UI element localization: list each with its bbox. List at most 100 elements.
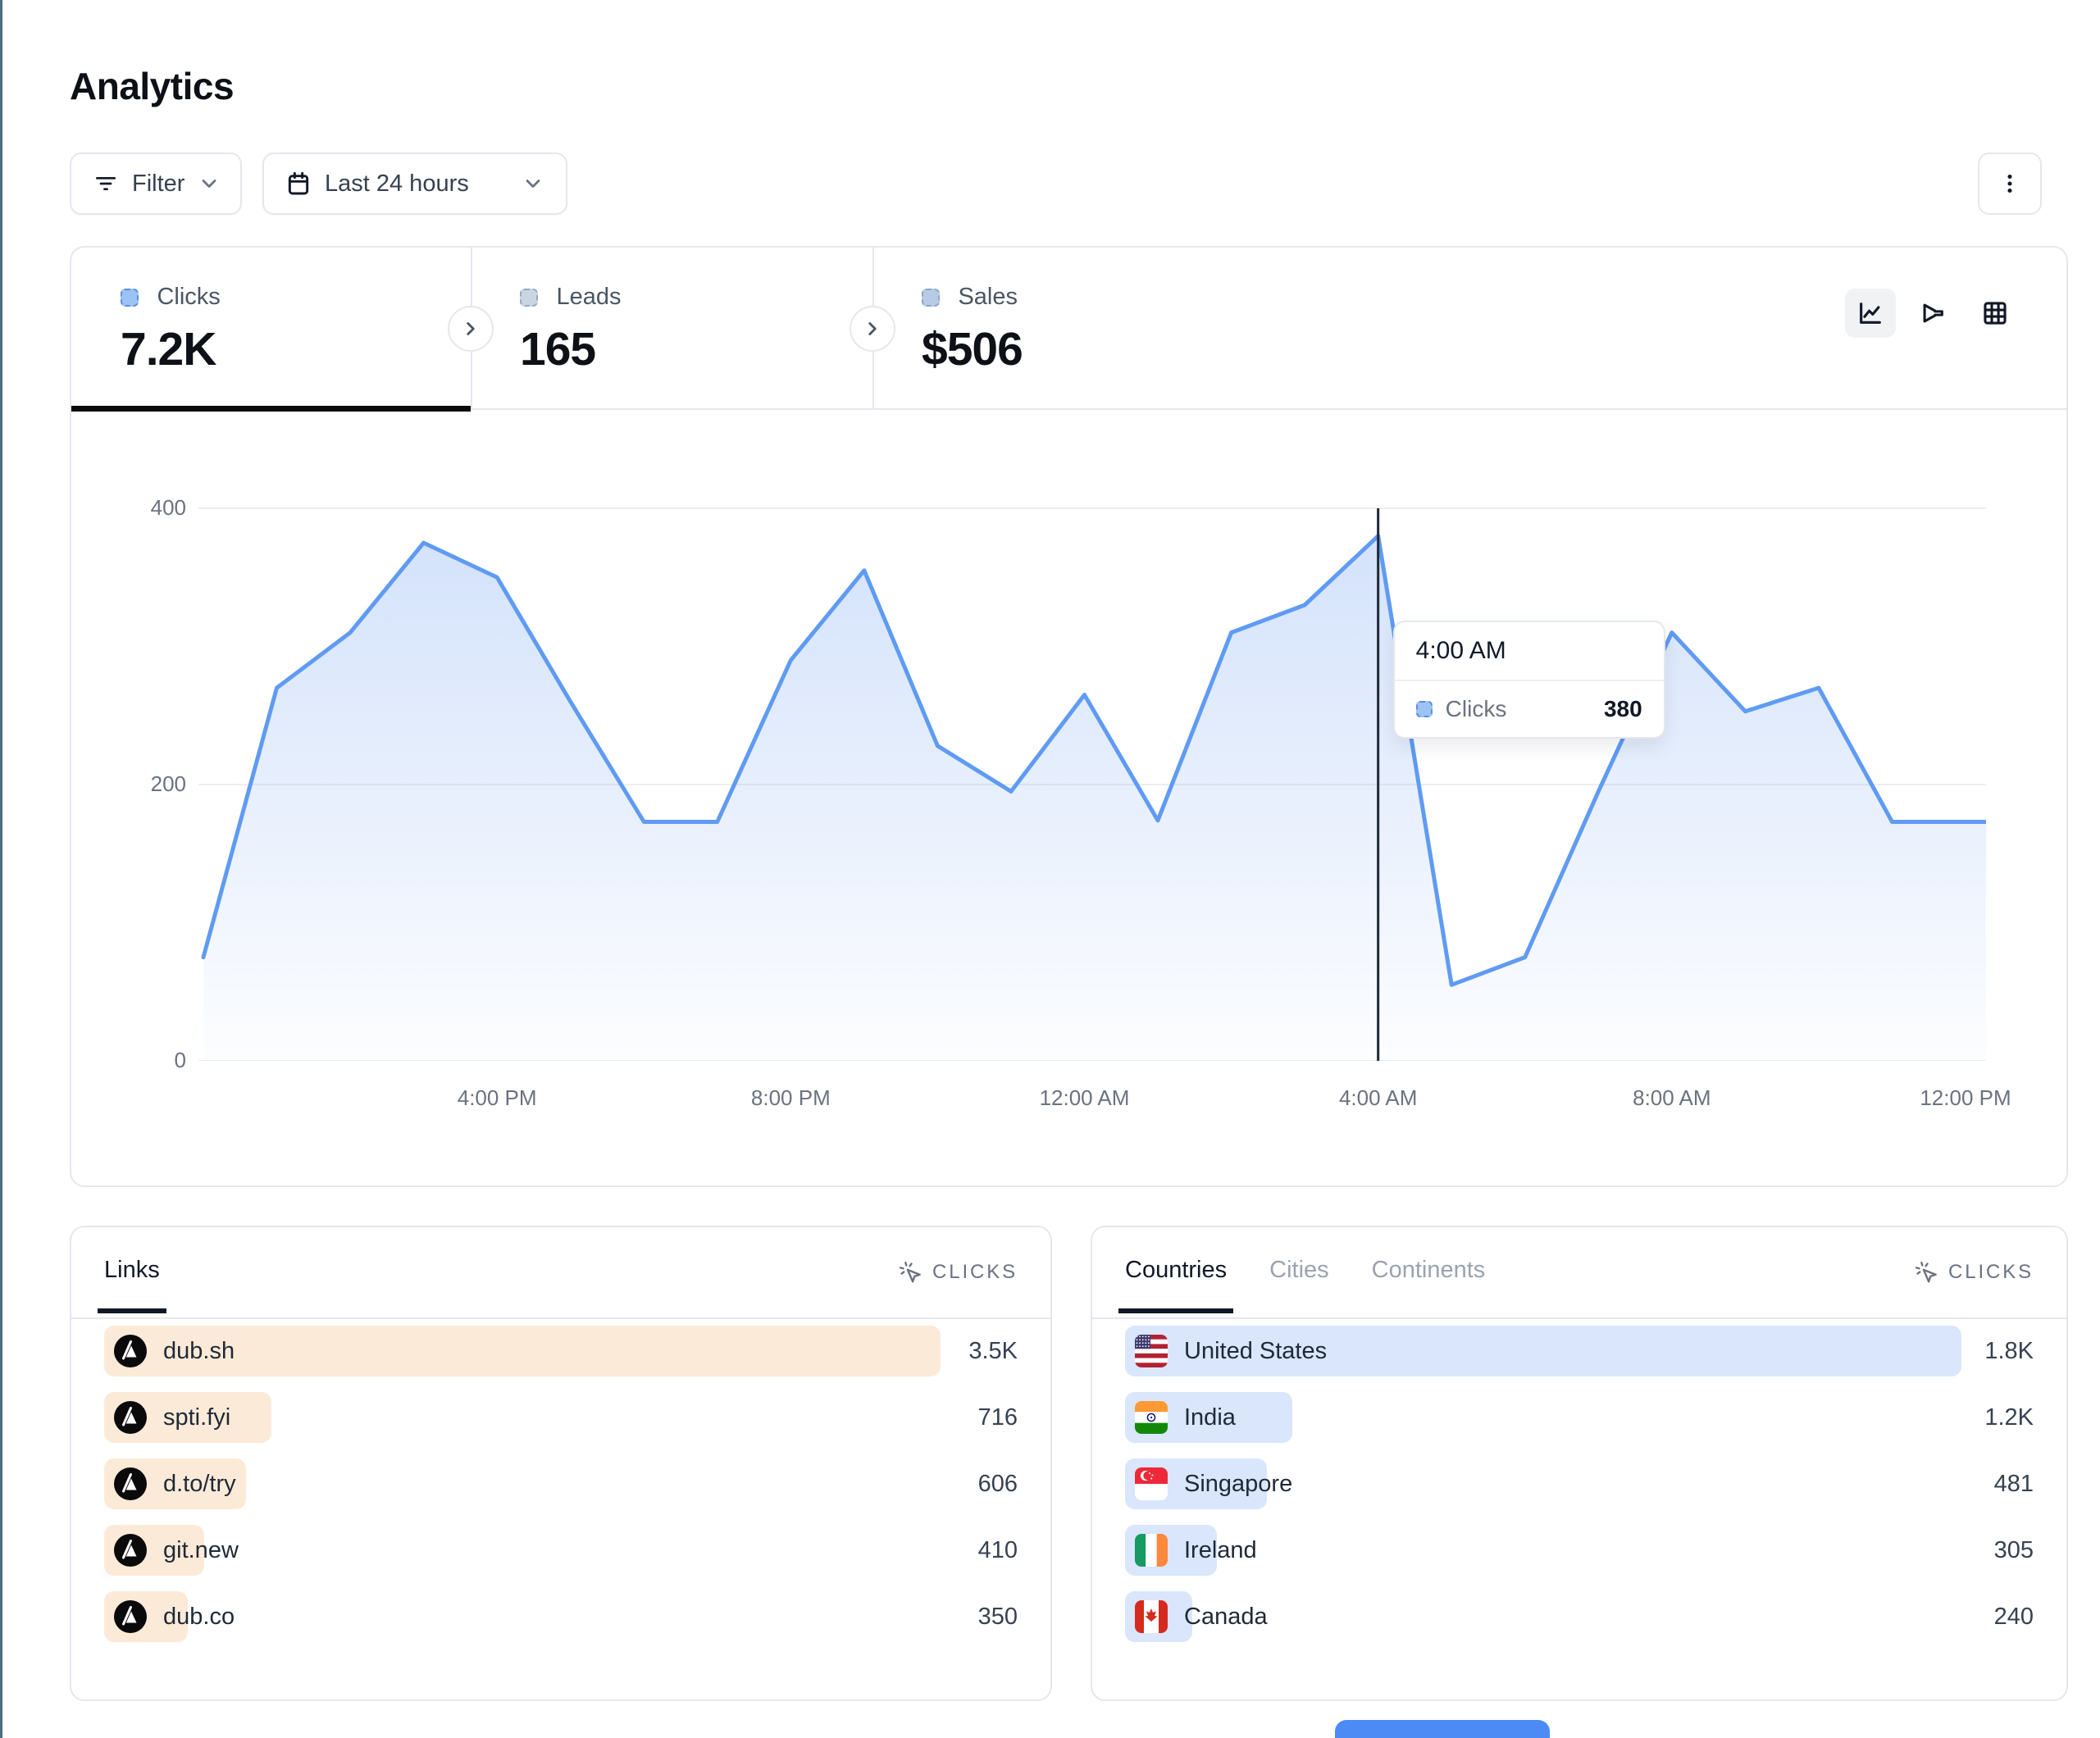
row-value: 481 bbox=[1993, 1471, 2034, 1497]
chevron-right-icon bbox=[868, 322, 877, 335]
tooltip-value: 380 bbox=[1603, 696, 1642, 721]
kebab-menu-icon bbox=[1996, 170, 2024, 198]
date-range-label: Last 24 hours bbox=[325, 170, 469, 197]
list-item[interactable]: Canada 240 bbox=[1125, 1591, 2034, 1642]
tab-continents[interactable]: Continents bbox=[1371, 1257, 1486, 1283]
list-item[interactable]: Singapore 481 bbox=[1125, 1458, 2034, 1509]
x-axis-label: 4:00 PM bbox=[457, 1085, 537, 1110]
tab-cities[interactable]: Cities bbox=[1269, 1257, 1329, 1283]
chevron-down-icon bbox=[522, 172, 544, 195]
row-value: 3.5K bbox=[968, 1338, 1018, 1364]
row-value: 1.2K bbox=[1984, 1404, 2034, 1431]
active-tab-underline bbox=[71, 406, 471, 412]
row-label: Singapore bbox=[1184, 1471, 1293, 1497]
stats-tabs-row: Clicks 7.2K Leads 165 bbox=[71, 248, 2066, 412]
tab-leads[interactable]: Leads 165 bbox=[471, 248, 872, 410]
tab-links[interactable]: Links bbox=[98, 1257, 166, 1313]
row-label: dub.sh bbox=[163, 1338, 235, 1364]
table-grid-icon bbox=[1984, 302, 2007, 325]
row-label: United States bbox=[1184, 1338, 1328, 1364]
flag-ca-icon bbox=[1135, 1600, 1168, 1633]
row-value: 350 bbox=[977, 1604, 1018, 1630]
line-chart-icon bbox=[1860, 303, 1881, 324]
chevron-down-icon bbox=[198, 172, 221, 195]
chevron-right-icon bbox=[467, 322, 475, 335]
links-metric-header[interactable]: CLICKS bbox=[898, 1260, 1018, 1285]
filter-button-label: Filter bbox=[132, 170, 185, 197]
x-axis-label: 12:00 AM bbox=[1039, 1085, 1130, 1110]
area-fill bbox=[203, 535, 1986, 1061]
list-item[interactable]: dub.co 350 bbox=[104, 1591, 1018, 1642]
x-axis-label: 12:00 PM bbox=[1920, 1085, 2011, 1110]
sales-tab-label: Sales bbox=[958, 284, 1018, 310]
funnel-view-button[interactable] bbox=[1907, 289, 1958, 338]
tooltip-series-label: Clicks bbox=[1445, 696, 1507, 721]
list-item[interactable]: United States 1.8K bbox=[1125, 1326, 2034, 1376]
clicks-legend-chip bbox=[121, 288, 139, 307]
filter-lines-icon bbox=[93, 171, 119, 197]
tab-sales[interactable]: Sales $506 bbox=[872, 248, 1299, 410]
clicks-area-chart[interactable] bbox=[198, 477, 1986, 1061]
x-axis-label: 4:00 AM bbox=[1338, 1085, 1418, 1110]
row-label: Canada bbox=[1184, 1604, 1268, 1630]
tooltip-time: 4:00 AM bbox=[1394, 622, 1664, 681]
leads-legend-chip bbox=[520, 288, 538, 307]
filter-button[interactable]: Filter bbox=[70, 152, 242, 215]
row-label: git.new bbox=[163, 1537, 239, 1563]
more-options-button[interactable] bbox=[1978, 152, 2042, 215]
list-item[interactable]: dub.sh 3.5K bbox=[104, 1326, 1018, 1376]
list-item[interactable]: India 1.2K bbox=[1125, 1392, 2034, 1443]
dub-logo-icon bbox=[114, 1534, 147, 1567]
expand-clicks-button[interactable] bbox=[448, 306, 494, 352]
row-label: Ireland bbox=[1184, 1537, 1257, 1563]
row-value: 240 bbox=[1993, 1604, 2034, 1630]
dub-logo-icon bbox=[114, 1335, 147, 1367]
analytics-chart-card: Clicks 7.2K Leads 165 bbox=[70, 246, 2068, 1187]
x-axis-label: 8:00 PM bbox=[750, 1085, 831, 1110]
line-chart-view-button[interactable] bbox=[1845, 289, 1896, 338]
row-label: d.to/try bbox=[163, 1471, 236, 1497]
row-value: 305 bbox=[1993, 1537, 2034, 1563]
expand-leads-button[interactable] bbox=[850, 306, 895, 352]
calendar-icon bbox=[285, 171, 312, 197]
links-list: dub.sh 3.5K spti.fyi 716 d.to/try 606 git.new 4… bbox=[104, 1326, 1018, 1658]
dub-logo-icon bbox=[114, 1467, 147, 1500]
tab-clicks[interactable]: Clicks 7.2K bbox=[71, 248, 471, 412]
links-panel: Links CLICKS dub.sh 3.5K spti.fyi 716 d.to/t… bbox=[70, 1226, 1052, 1701]
row-label: spti.fyi bbox=[163, 1404, 231, 1431]
links-metric-label: CLICKS bbox=[932, 1261, 1018, 1283]
list-item[interactable]: d.to/try 606 bbox=[104, 1458, 1018, 1509]
flag-us-icon bbox=[1135, 1335, 1168, 1367]
date-range-button[interactable]: Last 24 hours bbox=[262, 152, 567, 215]
tooltip-clicks-chip bbox=[1415, 701, 1433, 717]
row-value: 716 bbox=[977, 1404, 1018, 1431]
chart-tooltip: 4:00 AM Clicks 380 bbox=[1392, 621, 1665, 739]
x-axis-label: 8:00 AM bbox=[1633, 1085, 1711, 1110]
chat-widget-partial[interactable] bbox=[1335, 1720, 1550, 1738]
flag-sg-icon bbox=[1135, 1467, 1168, 1500]
page-title: Analytics bbox=[70, 65, 235, 107]
value-bar bbox=[1125, 1326, 1961, 1376]
dub-logo-icon bbox=[114, 1401, 147, 1434]
y-axis-label: 200 bbox=[150, 771, 186, 796]
chart-view-toggles bbox=[1845, 289, 2020, 338]
clicks-tab-label: Clicks bbox=[157, 284, 221, 310]
list-item[interactable]: spti.fyi 716 bbox=[104, 1392, 1018, 1443]
sales-legend-chip bbox=[922, 288, 940, 307]
table-view-button[interactable] bbox=[1970, 289, 2020, 338]
list-item[interactable]: git.new 410 bbox=[104, 1525, 1018, 1576]
countries-metric-header[interactable]: CLICKS bbox=[1914, 1260, 2034, 1285]
geo-tabs: Countries Cities Continents bbox=[1118, 1257, 1486, 1313]
cursor-click-icon bbox=[899, 1261, 921, 1283]
cursor-click-icon bbox=[1915, 1261, 1937, 1283]
window-edge-strip bbox=[0, 0, 2, 1738]
list-item[interactable]: Ireland 305 bbox=[1125, 1525, 2034, 1576]
leads-tab-label: Leads bbox=[556, 284, 622, 310]
sales-tab-value: $506 bbox=[922, 323, 1023, 375]
value-bar bbox=[104, 1326, 941, 1376]
leads-tab-value: 165 bbox=[520, 323, 596, 375]
row-value: 606 bbox=[977, 1471, 1018, 1497]
row-label: dub.co bbox=[163, 1604, 235, 1630]
tab-countries[interactable]: Countries bbox=[1118, 1257, 1234, 1313]
